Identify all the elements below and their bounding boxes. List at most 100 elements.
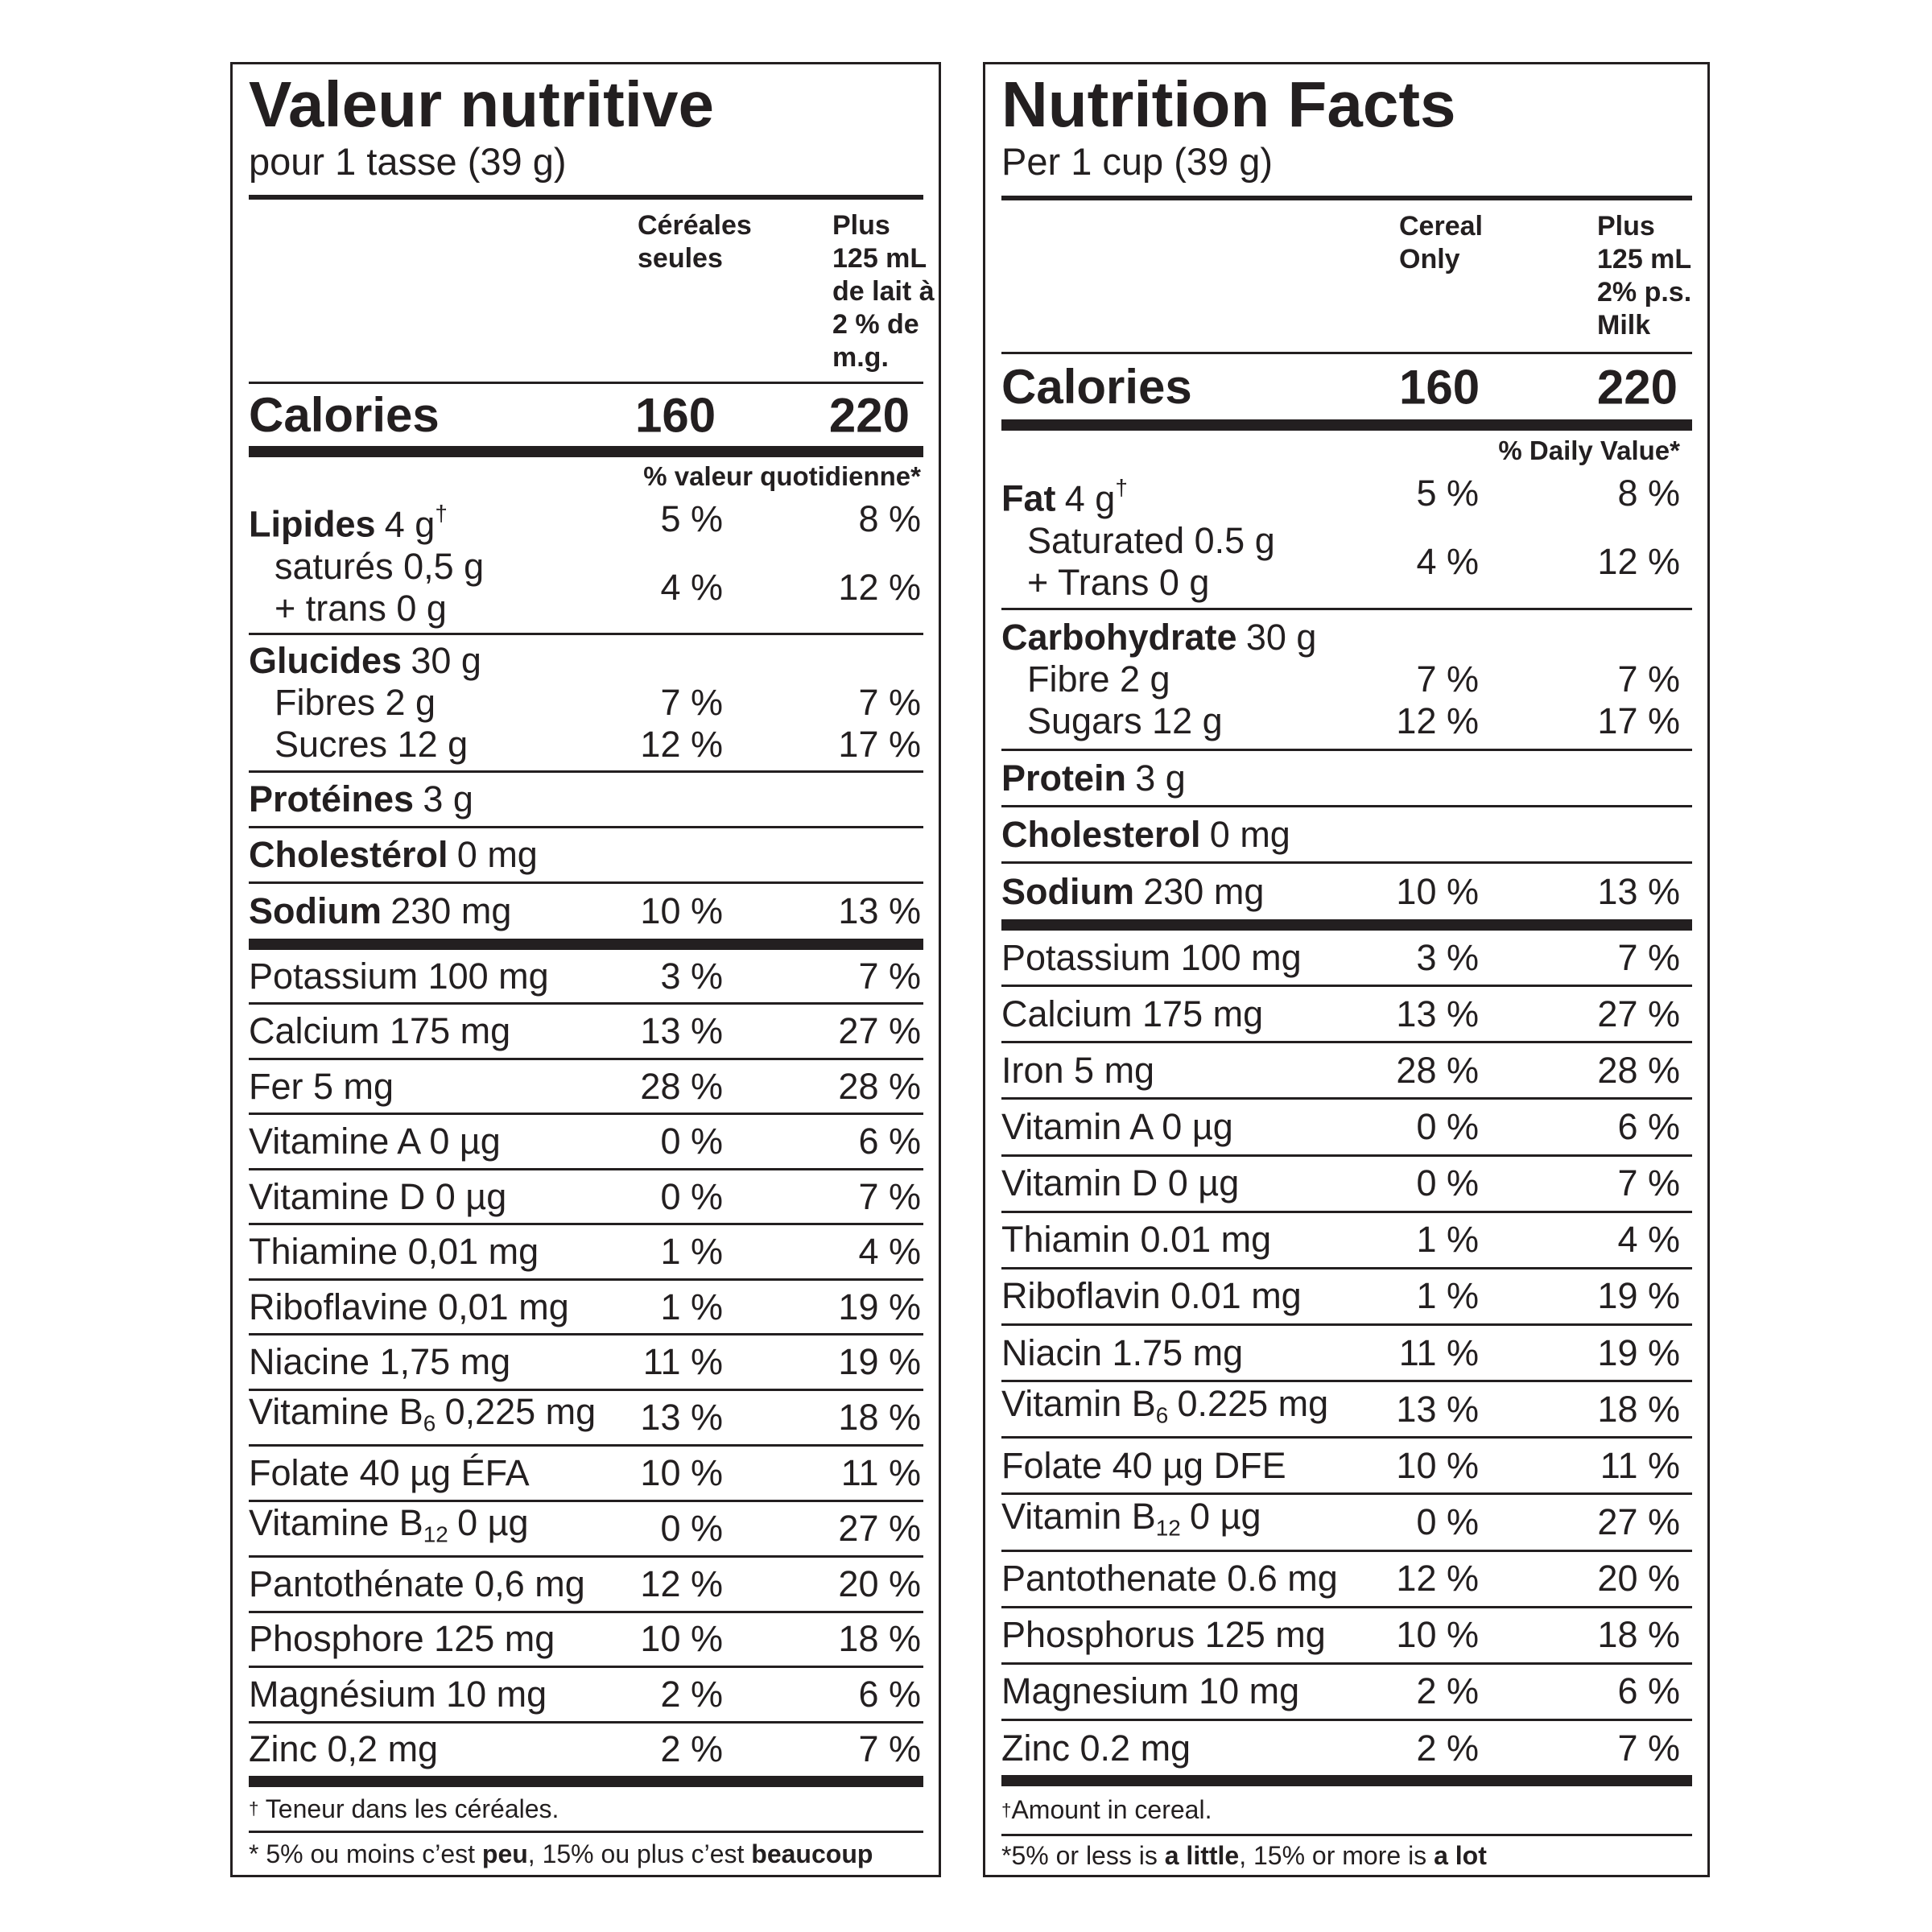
nutrient-group: Cholestérol 0 mg bbox=[249, 828, 923, 884]
nutrient-row: Sucres 12 g 12 % 17 % bbox=[249, 724, 923, 766]
daily-value: 7 % bbox=[858, 1175, 921, 1217]
nutrient-row: Vitamin D 0 µg 0 % 7 % bbox=[1001, 1157, 1692, 1213]
nutrient-label: Vitamine B6 0,225 mg bbox=[249, 1391, 596, 1444]
nutrient-row: Iron 5 mg 28 % 28 % bbox=[1001, 1043, 1692, 1100]
nutrient-name: Carbohydrate bbox=[1001, 617, 1237, 658]
daily-value: 19 % bbox=[1597, 1275, 1680, 1317]
daily-value: 7 % bbox=[1617, 1162, 1680, 1204]
nutrient-name: Fibre 2 g bbox=[1027, 658, 1170, 700]
daily-value: 7 % bbox=[1617, 1727, 1680, 1769]
amount: 0 µg bbox=[457, 1501, 529, 1543]
footnote-emphasis: beaucoup bbox=[751, 1839, 873, 1868]
nutrient-label: Zinc 0,2 mg bbox=[249, 1728, 438, 1770]
column-headers: Cereal Only Plus 125 mL 2% p.s. Milk bbox=[1001, 200, 1692, 354]
nutrient-row: Potassium 100 mg 3 % 7 % bbox=[249, 950, 923, 1005]
daily-value: 10 % bbox=[1396, 1444, 1479, 1486]
nutrient-row: Niacine 1,75 mg 11 % 19 % bbox=[249, 1335, 923, 1391]
nutrient-row: Thiamin 0.01 mg 1 % 4 % bbox=[1001, 1213, 1692, 1269]
nutrient-name: Vitamine A 0 µg bbox=[249, 1121, 501, 1162]
daily-value: 13 % bbox=[838, 890, 921, 931]
daily-value: 6 % bbox=[858, 1673, 921, 1715]
nutrient-row: Magnesium 10 mg 2 % 6 % bbox=[1001, 1665, 1692, 1721]
daily-value: 19 % bbox=[1597, 1331, 1680, 1373]
footnote-mark: † bbox=[1115, 475, 1128, 501]
nutrient-row: Potassium 100 mg 3 % 7 % bbox=[1001, 931, 1692, 988]
daily-value: 10 % bbox=[640, 1451, 723, 1493]
nutrient-label: Vitamine B12 0 µg bbox=[249, 1502, 529, 1555]
daily-value: 0 % bbox=[1416, 1162, 1479, 1204]
daily-value: 18 % bbox=[838, 1618, 921, 1660]
daily-value: 27 % bbox=[1597, 993, 1680, 1034]
nutrient-row: Pantothénate 0,6 mg 12 % 20 % bbox=[249, 1558, 923, 1613]
nutrient-row: Riboflavin 0.01 mg 1 % 19 % bbox=[1001, 1269, 1692, 1326]
nutrient-row: Folate 40 µg ÉFA 10 % 11 % bbox=[249, 1447, 923, 1502]
daily-value: 8 % bbox=[858, 497, 921, 539]
daily-value: 4 % bbox=[1416, 540, 1479, 582]
amount: 30 g bbox=[411, 640, 481, 681]
nutrient-name: Calcium 175 mg bbox=[249, 1010, 511, 1052]
nutrient-label: Vitamine A 0 µg bbox=[249, 1121, 501, 1162]
daily-value: 6 % bbox=[858, 1121, 921, 1162]
nutrient-name: Potassium 100 mg bbox=[249, 955, 549, 997]
nutrient-name: Thiamin 0.01 mg bbox=[1001, 1219, 1272, 1261]
title: Nutrition Facts bbox=[1001, 68, 1456, 140]
amount: 230 mg bbox=[1143, 870, 1265, 912]
daily-value: 2 % bbox=[1416, 1727, 1479, 1769]
nutrient-label: Vitamin A 0 µg bbox=[1001, 1106, 1233, 1148]
nutrient-row: Phosphorus 125 mg 10 % 18 % bbox=[1001, 1608, 1692, 1665]
nutrient-label: Vitamin D 0 µg bbox=[1001, 1162, 1239, 1204]
daily-value: 1 % bbox=[660, 1286, 723, 1327]
footnote-mark: † bbox=[435, 501, 448, 526]
nutrient-name: Folate 40 µg ÉFA bbox=[249, 1451, 530, 1493]
daily-value: 11 % bbox=[840, 1451, 921, 1493]
footnote-text: Teneur dans les céréales. bbox=[258, 1794, 559, 1823]
daily-value: 3 % bbox=[1416, 936, 1479, 978]
daily-value: 27 % bbox=[838, 1507, 921, 1549]
nutrient-name: Riboflavine 0,01 mg bbox=[249, 1286, 569, 1327]
daily-value: 2 % bbox=[1416, 1670, 1479, 1712]
daily-value: 0 % bbox=[1416, 1501, 1479, 1542]
nutrient-label: Pantothénate 0,6 mg bbox=[249, 1563, 585, 1605]
daily-value: 12 % bbox=[640, 724, 723, 765]
nutrient-row: Folate 40 µg DFE 10 % 11 % bbox=[1001, 1439, 1692, 1496]
footnote-text: Amount in cereal. bbox=[1011, 1795, 1212, 1824]
nutrient-line: + Trans 0 g bbox=[1027, 561, 1210, 603]
nutrient-group: Glucides 30 g Fibres 2 g 7 % 7 % Sucres 12 g 1… bbox=[249, 635, 923, 773]
vitamins-minerals: Potassium 100 mg 3 % 7 % Calcium 175 mg 13 %… bbox=[249, 950, 923, 1788]
footnote: † Teneur dans les céréales. bbox=[249, 1787, 923, 1833]
daily-value-header: % Daily Value* bbox=[1498, 436, 1680, 466]
nutrient-row: Thiamine 0,01 mg 1 % 4 % bbox=[249, 1225, 923, 1281]
serving-size: pour 1 tasse (39 g) bbox=[249, 140, 567, 183]
calories-row: Calories 160 220 bbox=[249, 384, 923, 457]
nutrient-label: Phosphorus 125 mg bbox=[1001, 1614, 1326, 1656]
column-header-line: seules bbox=[638, 243, 723, 274]
daily-value: 6 % bbox=[1617, 1105, 1680, 1147]
nutrient-label: Vitamin B12 0 µg bbox=[1001, 1496, 1261, 1549]
nutrient-name: Sodium bbox=[1001, 870, 1134, 912]
vitamins-minerals: Potassium 100 mg 3 % 7 % Calcium 175 mg 13 %… bbox=[1001, 931, 1692, 1787]
nutrient-row: Glucides 30 g bbox=[249, 640, 923, 682]
nutrient-group: Sodium 230 mg 10 % 13 % bbox=[249, 884, 923, 950]
daily-value: 12 % bbox=[640, 1563, 723, 1604]
nutrient-label: Zinc 0.2 mg bbox=[1001, 1728, 1191, 1769]
footnote-text: , 15% or more is bbox=[1239, 1840, 1435, 1870]
calories-value: 220 bbox=[1596, 360, 1678, 414]
nutrient-name: Fibres 2 g bbox=[275, 682, 436, 723]
column-header: Cereal Only bbox=[1399, 210, 1483, 276]
nutrient-name: Vitamin A 0 µg bbox=[1001, 1105, 1233, 1147]
daily-value: 20 % bbox=[1597, 1558, 1680, 1600]
amount: 0 µg bbox=[1190, 1495, 1261, 1537]
nutrient-label: Iron 5 mg bbox=[1001, 1050, 1154, 1092]
amount: 3 g bbox=[1135, 757, 1186, 799]
nutrient-group: % valeur quotidienne* Lipides 4 g† 5 % 8 % sa… bbox=[249, 457, 923, 635]
nutrient-name: Vitamine D 0 µg bbox=[249, 1175, 507, 1217]
daily-value: 18 % bbox=[1597, 1614, 1680, 1656]
nutrient-row: Zinc 0,2 mg 2 % 7 % bbox=[249, 1724, 923, 1788]
title: Valeur nutritive bbox=[249, 68, 714, 140]
nutrient-label: Riboflavin 0.01 mg bbox=[1001, 1275, 1302, 1317]
footnote: † Amount in cereal. bbox=[1001, 1786, 1692, 1836]
amount: 0.225 mg bbox=[1177, 1382, 1329, 1424]
column-header-line: Plus bbox=[1597, 211, 1655, 242]
daily-value: 13 % bbox=[640, 1010, 723, 1052]
nutrient-line: Saturated 0.5 g bbox=[1027, 519, 1275, 561]
